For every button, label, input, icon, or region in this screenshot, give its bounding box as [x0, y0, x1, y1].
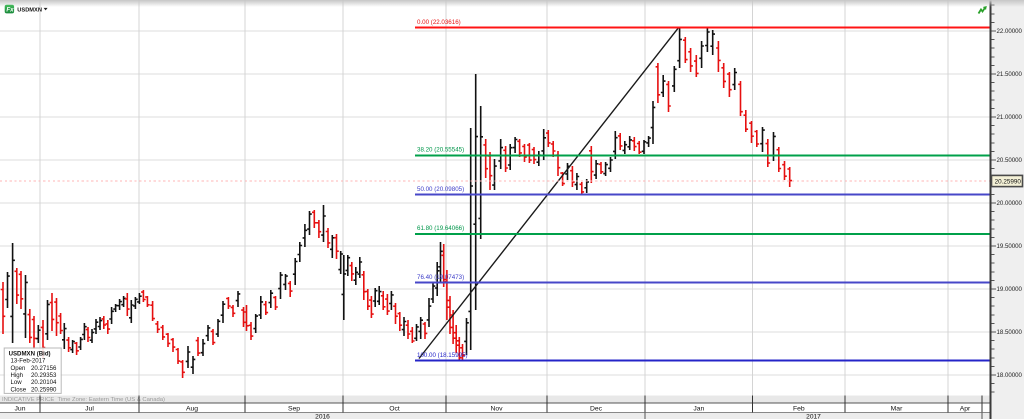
svg-text:Jun: Jun: [15, 406, 26, 413]
svg-text:21.50000: 21.50000: [997, 71, 1023, 78]
svg-text:Aug: Aug: [186, 406, 198, 413]
svg-text:100.00 (18.15995): 100.00 (18.15995): [417, 352, 468, 359]
svg-text:19.50000: 19.50000: [997, 243, 1023, 250]
svg-text:0.00 (22.03616): 0.00 (22.03616): [417, 19, 461, 26]
svg-text:20.29353: 20.29353: [31, 372, 57, 379]
svg-text:20.00000: 20.00000: [997, 200, 1023, 207]
svg-text:Apr: Apr: [960, 406, 971, 413]
svg-text:Open: Open: [11, 365, 26, 372]
svg-text:20.50000: 20.50000: [997, 157, 1023, 164]
svg-text:13-Feb-2017: 13-Feb-2017: [11, 358, 47, 365]
svg-text:38.20 (20.55545): 38.20 (20.55545): [417, 147, 464, 154]
svg-text:2016: 2016: [315, 413, 330, 419]
svg-text:18.00000: 18.00000: [997, 372, 1023, 379]
svg-text:21.00000: 21.00000: [997, 114, 1023, 121]
svg-text:Mar: Mar: [891, 406, 903, 413]
svg-text:Time Zone: Eastern Time (US &: Time Zone: Eastern Time (US & Canada): [58, 397, 166, 403]
svg-text:Close: Close: [11, 386, 27, 393]
svg-text:20.25990: 20.25990: [995, 178, 1022, 185]
svg-text:Dec: Dec: [590, 406, 603, 413]
svg-text:USDMXN (Bid): USDMXN (Bid): [9, 350, 51, 357]
svg-text:Feb: Feb: [793, 406, 805, 413]
svg-text:61.80 (19.64066): 61.80 (19.64066): [417, 225, 464, 232]
svg-text:19.00000: 19.00000: [997, 286, 1023, 293]
svg-text:76.40 (19.07473): 76.40 (19.07473): [417, 274, 464, 281]
svg-text:Fx: Fx: [6, 6, 14, 13]
svg-text:22.00000: 22.00000: [997, 28, 1023, 35]
svg-text:Low: Low: [11, 379, 23, 386]
svg-text:Jul: Jul: [85, 406, 94, 413]
svg-text:INDICATIVE PRICE: INDICATIVE PRICE: [2, 397, 54, 403]
svg-text:High: High: [11, 372, 24, 379]
svg-text:2017: 2017: [806, 413, 821, 419]
svg-text:20.27156: 20.27156: [31, 365, 57, 372]
svg-text:18.50000: 18.50000: [997, 329, 1023, 336]
svg-text:USDMXN: USDMXN: [17, 8, 42, 14]
svg-text:Oct: Oct: [389, 406, 400, 413]
svg-text:20.25990: 20.25990: [31, 386, 57, 393]
svg-text:Jan: Jan: [693, 406, 704, 413]
svg-text:Sep: Sep: [288, 406, 300, 413]
svg-text:20.20104: 20.20104: [31, 379, 57, 386]
svg-text:50.00 (20.09805): 50.00 (20.09805): [417, 186, 464, 193]
svg-text:Nov: Nov: [490, 406, 503, 413]
